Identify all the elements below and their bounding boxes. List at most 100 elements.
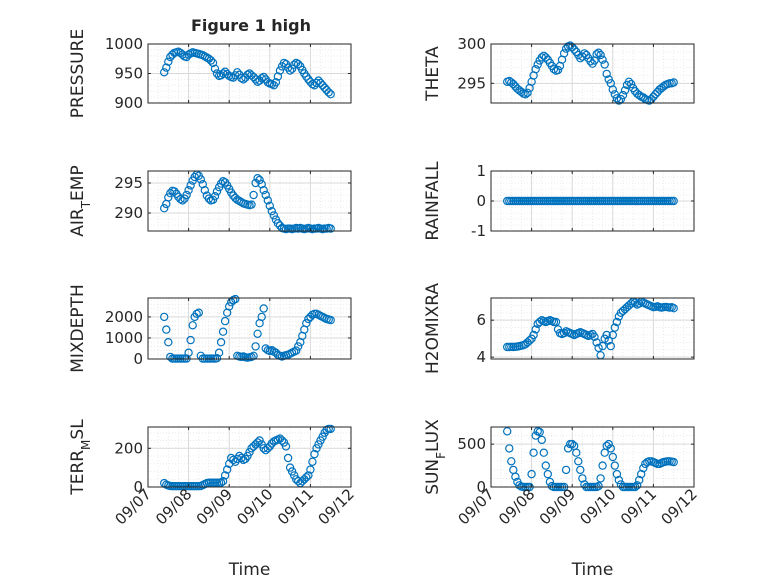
data-point [253, 438, 262, 447]
data-point [253, 329, 262, 338]
data-point [198, 51, 207, 60]
data-point [178, 196, 187, 205]
data-point [200, 185, 209, 195]
data-point [610, 90, 620, 99]
data-point [162, 325, 171, 334]
data-point [598, 461, 607, 470]
data-point [507, 457, 516, 466]
data-point [626, 299, 636, 308]
x-tick-label: 09/12 [658, 485, 701, 528]
data-point [212, 187, 222, 196]
data-point [541, 461, 551, 470]
axes-box [490, 426, 695, 488]
data-point [214, 348, 224, 357]
data-point [220, 316, 230, 326]
data-point [212, 354, 222, 363]
series-markers [159, 47, 335, 99]
data-point [220, 471, 230, 480]
data-point [261, 190, 270, 200]
series-markers [159, 170, 335, 234]
data-point [212, 69, 222, 78]
data-point [537, 435, 547, 445]
data-point [612, 317, 622, 327]
data-point [594, 48, 603, 57]
x-tick-label: 09/08 [152, 485, 195, 528]
x-tick-label: 09/10 [233, 485, 276, 528]
data-point [245, 448, 254, 457]
data-point [265, 201, 274, 210]
data-point [614, 475, 624, 485]
data-point [208, 58, 218, 68]
y-tick-label: 300 [457, 35, 486, 53]
y-tick-label: 4 [476, 348, 486, 366]
data-point [267, 346, 276, 355]
y-tick-label: 1000 [105, 35, 143, 53]
data-point [310, 449, 319, 459]
data-point [259, 185, 268, 195]
data-point [614, 96, 624, 105]
data-point [257, 73, 266, 83]
data-point [505, 444, 514, 453]
data-point [326, 315, 335, 325]
data-point [633, 481, 642, 490]
data-point [316, 78, 325, 88]
data-point [269, 211, 279, 220]
data-point [314, 440, 323, 449]
x-axis-label: Time [571, 560, 614, 580]
figure-title: Figure 1 high [191, 16, 311, 35]
y-tick-label: 200 [114, 439, 143, 457]
data-point [251, 342, 260, 351]
data-point [596, 50, 605, 60]
y-tick-label: 2000 [105, 308, 143, 326]
y-axis-label: TERRMSL [68, 419, 93, 496]
data-point [267, 206, 276, 216]
subplot-8: 09/0709/0809/0909/1009/1109/120500SUNFLU… [423, 419, 701, 580]
y-tick-label: 0 [133, 350, 143, 368]
y-axis-label: MIXDEPTH [68, 284, 88, 373]
axes-box [147, 170, 352, 232]
data-point [320, 83, 329, 92]
data-point [312, 444, 321, 453]
data-point [596, 474, 605, 483]
data-point [294, 342, 303, 351]
x-tick-label: 09/08 [495, 485, 538, 528]
data-point [635, 475, 644, 485]
data-point [626, 79, 636, 89]
data-point [176, 194, 185, 204]
x-tick-label: 09/11 [617, 485, 660, 528]
subplot-2: 295 300 THETA [423, 35, 695, 105]
data-point [257, 179, 266, 189]
data-point [545, 477, 555, 487]
data-point [531, 64, 540, 74]
data-point [271, 78, 281, 87]
data-point [527, 469, 536, 479]
series-markers [159, 424, 335, 491]
y-tick-label: 6 [476, 311, 486, 329]
data-point [604, 439, 613, 449]
axes-box [147, 297, 352, 360]
data-point [651, 90, 660, 99]
data-point [608, 452, 618, 462]
data-point [326, 424, 335, 434]
data-point [302, 473, 311, 482]
data-point [600, 60, 609, 69]
data-point [302, 319, 311, 328]
data-point [539, 448, 549, 457]
data-point [669, 304, 678, 313]
data-point [218, 327, 228, 336]
data-point [159, 203, 169, 213]
data-point [229, 455, 238, 465]
data-point [257, 312, 266, 322]
data-point [509, 79, 518, 89]
x-tick-label: 09/12 [315, 485, 358, 528]
data-point [574, 457, 583, 466]
data-point [253, 173, 262, 183]
data-point [233, 68, 242, 77]
subplot-5: 0 1000 2000 MIXDEPTH [68, 284, 352, 373]
series-markers [503, 196, 678, 206]
data-point [224, 302, 234, 311]
data-point [275, 66, 285, 75]
data-point [543, 469, 553, 479]
data-point [608, 85, 618, 94]
data-point [635, 299, 644, 308]
